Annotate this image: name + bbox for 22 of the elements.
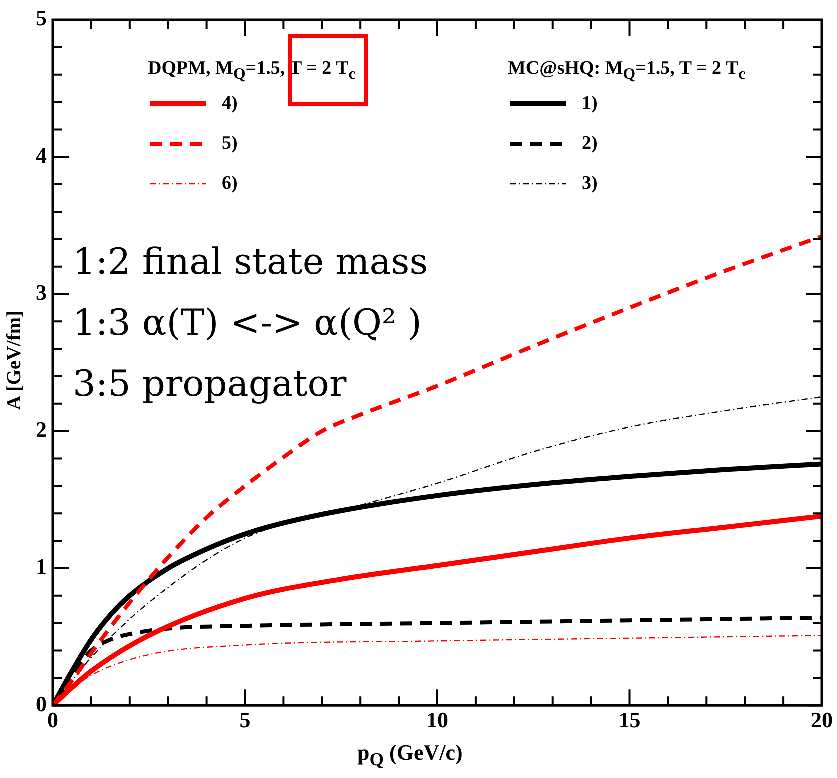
- legend-label: 5): [222, 132, 238, 155]
- y-axis-title: A [GeV/fm]: [4, 310, 26, 412]
- annotation: 1:3 α(T) <-> α(Q² ): [73, 302, 423, 346]
- y-tick-label: 2: [36, 417, 47, 442]
- y-tick-label: 5: [36, 6, 47, 31]
- x-tick-label: 15: [618, 707, 641, 732]
- legend-label: 2): [582, 132, 598, 155]
- y-tick-label: 1: [36, 554, 47, 580]
- y-tick-label: 4: [36, 142, 47, 168]
- legend-label: 4): [222, 92, 238, 115]
- annotation: MC@sHQ: M$_{Q}$=1.5, T = 2 T$_{c}$: [508, 58, 746, 83]
- legend-label: 6): [222, 172, 238, 195]
- legend-label: 3): [582, 172, 598, 195]
- annotation: 3:5 propagator: [73, 363, 348, 407]
- annotation: 1:2 final state mass: [73, 241, 428, 285]
- y-tick-label: 0: [36, 691, 47, 716]
- y-tick-label: 3: [36, 280, 47, 305]
- x-tick-label: 20: [811, 707, 833, 732]
- x-tick-label: 5: [240, 707, 251, 732]
- x-tick-label: 10: [426, 707, 448, 732]
- x-axis-title: p$_{Q}$ (GeV/c): [358, 740, 463, 770]
- legend-label: 1): [582, 92, 598, 115]
